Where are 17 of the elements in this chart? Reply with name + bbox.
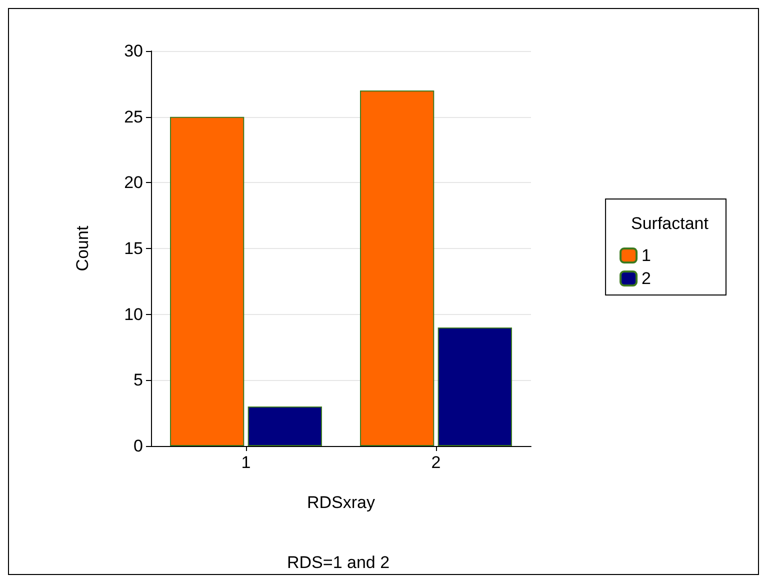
y-axis-title: Count [73,226,92,272]
y-tick-label: 5 [134,370,143,390]
y-tick-label: 0 [134,436,143,456]
y-tick-label: 20 [124,173,143,192]
text: RDS=1 and 2 [287,553,390,572]
x-axis-title: RDSxray [306,493,376,512]
bar [438,328,512,446]
y-tick-label: 30 [124,42,143,60]
y-tick-label: 25 [124,107,143,126]
bar [170,116,244,446]
bar [360,90,434,446]
legend-label: 1 [642,246,652,265]
y-tick-label: 15 [124,239,143,258]
bar [248,406,322,446]
y-tick-label: 10 [124,304,143,324]
legend-label: 2 [642,269,652,288]
legend-title: Surfactant [631,214,709,233]
